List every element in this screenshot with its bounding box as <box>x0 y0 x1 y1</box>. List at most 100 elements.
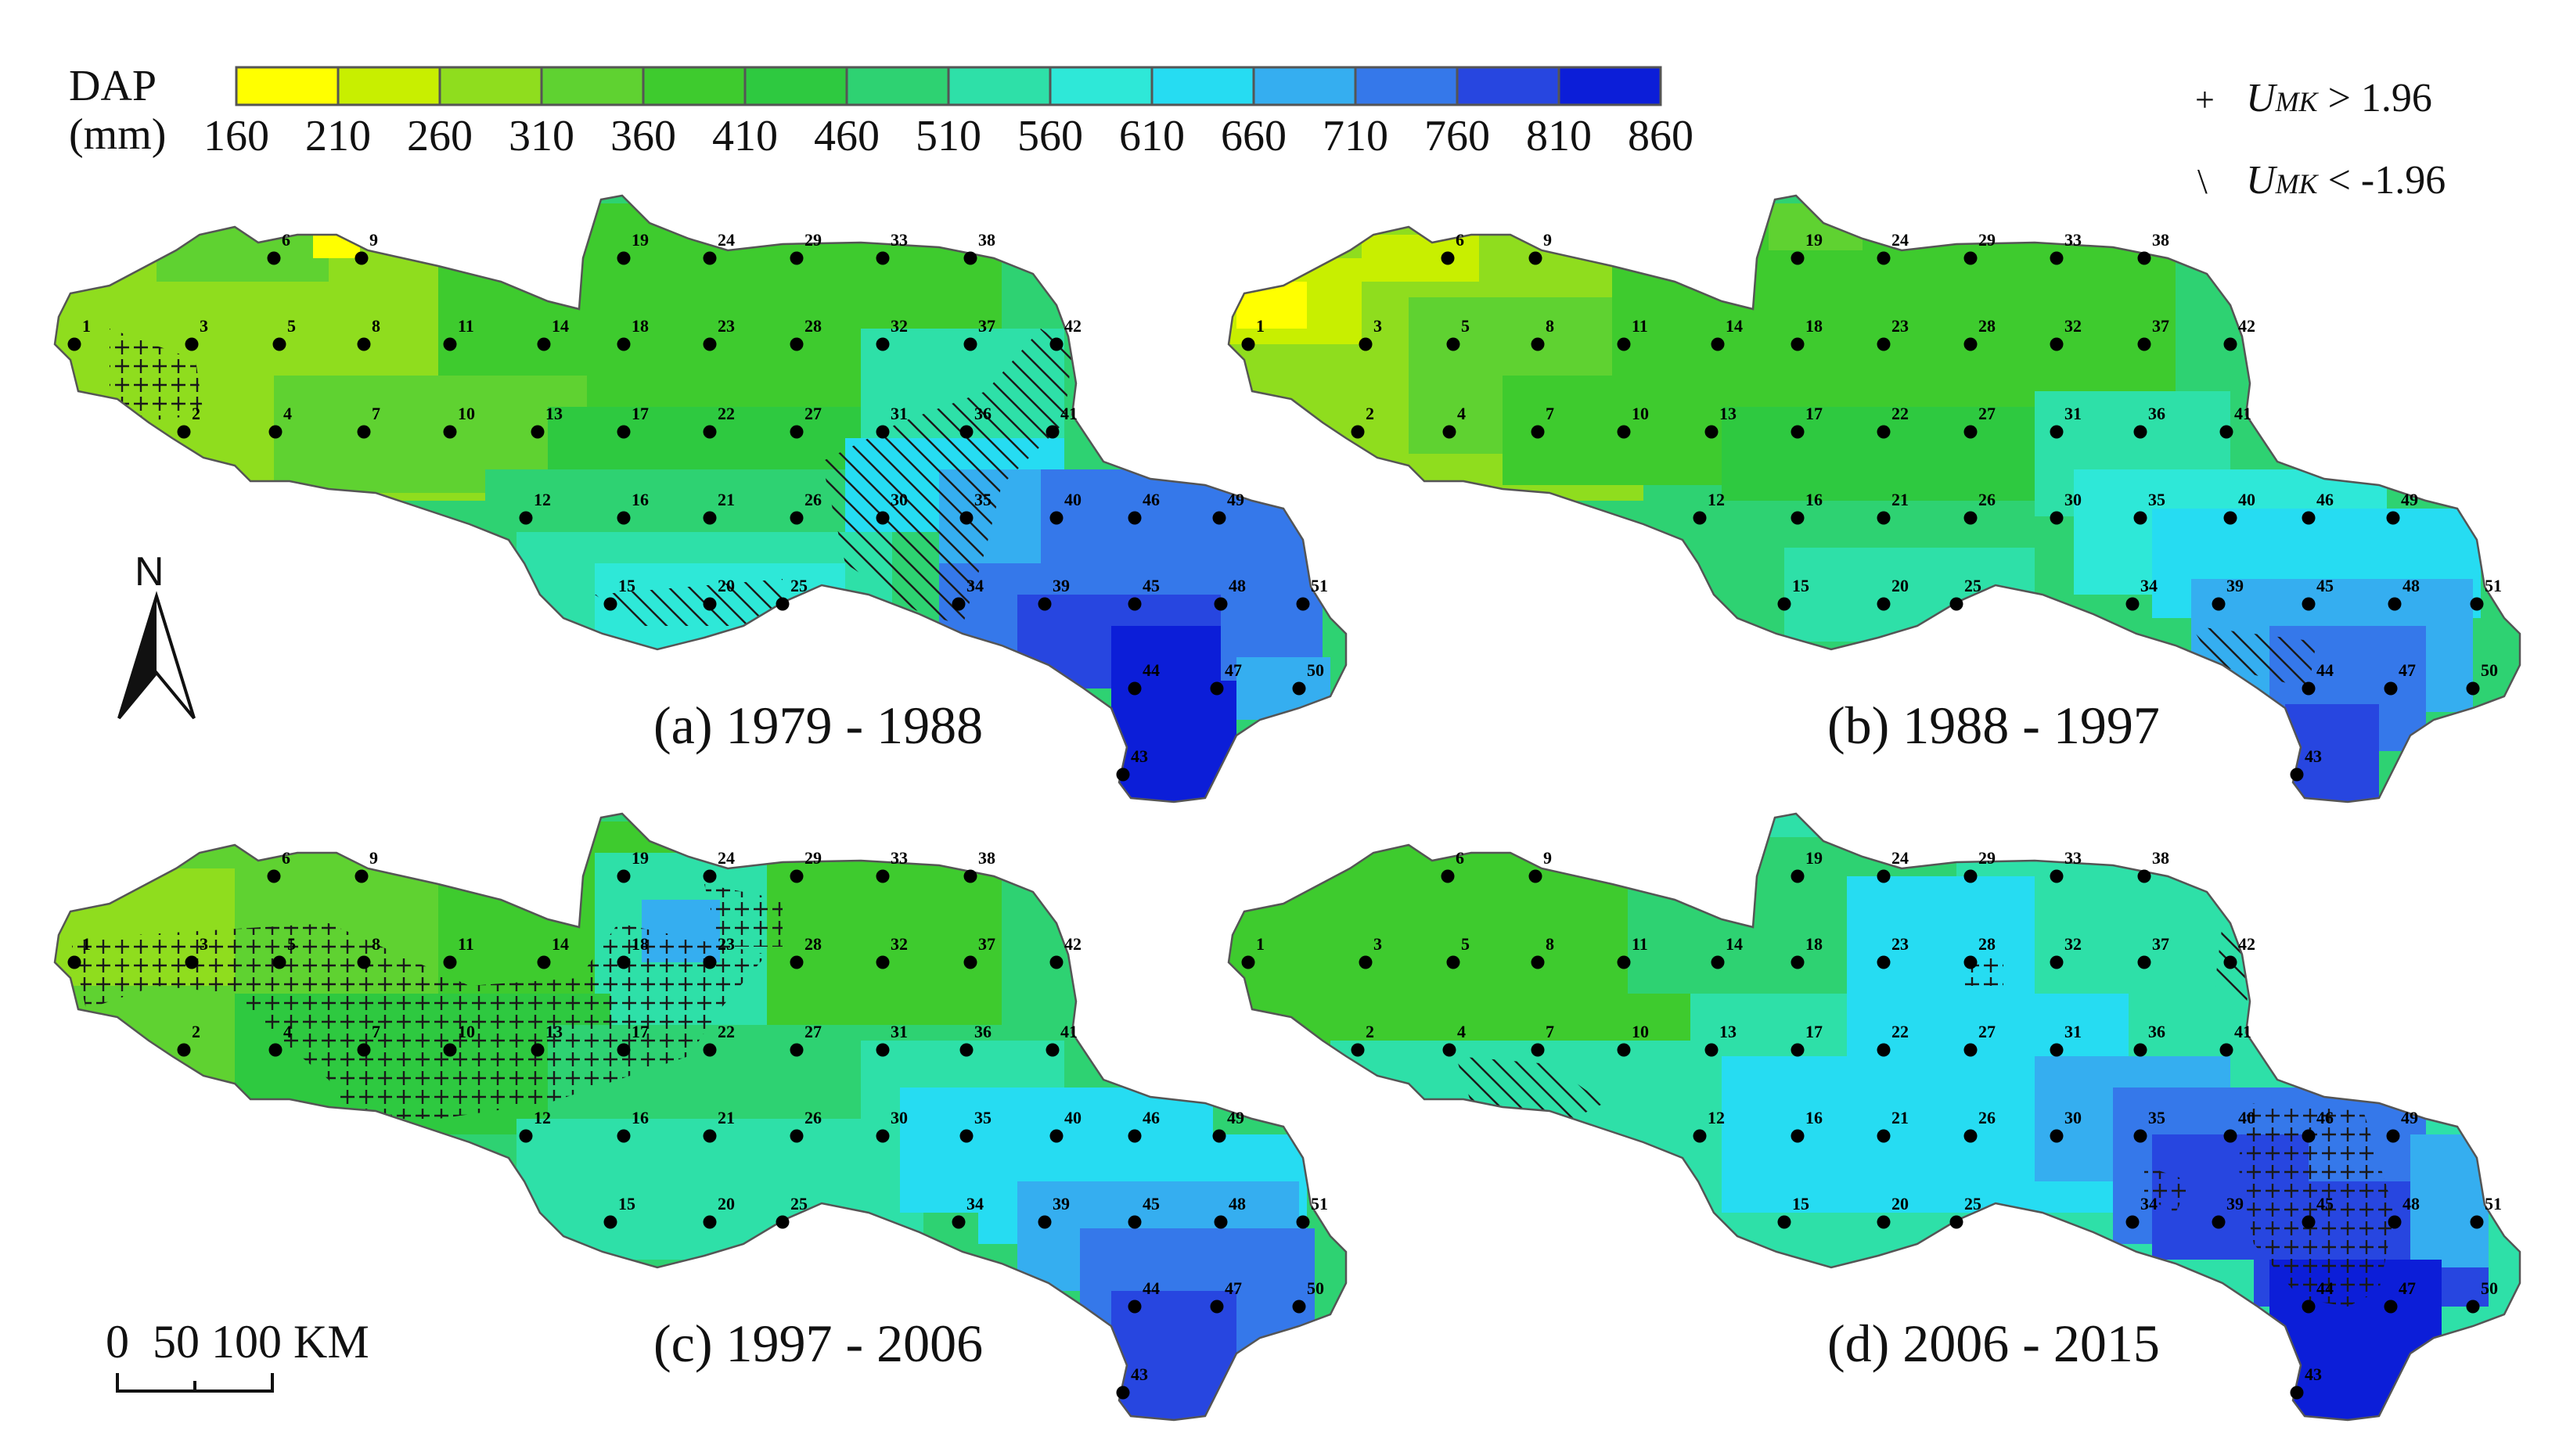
legend-box <box>1252 66 1357 106</box>
station-label: 23 <box>1891 316 1909 336</box>
station-label: 49 <box>2401 490 2418 509</box>
station-marker <box>519 511 533 525</box>
station-label: 14 <box>1726 316 1743 336</box>
station-marker <box>959 511 974 525</box>
station-label: 38 <box>2152 230 2169 250</box>
station-marker <box>1949 1215 1963 1229</box>
station-label: 20 <box>1891 1194 1909 1213</box>
station-marker <box>1241 955 1255 969</box>
station-label: 22 <box>718 404 735 423</box>
station-label: 41 <box>2234 1022 2251 1041</box>
decrease-significance-hatch <box>2191 626 2316 688</box>
station-marker <box>963 869 977 883</box>
station-label: 38 <box>978 848 995 868</box>
color-region <box>1229 837 1690 1072</box>
station-marker <box>1777 597 1791 611</box>
legend-tick: 660 <box>1221 112 1287 160</box>
station-label: 30 <box>2064 1108 2082 1127</box>
station-marker <box>1128 1300 1142 1314</box>
station-marker <box>1963 955 1978 969</box>
station-label: 13 <box>545 1022 563 1041</box>
station-marker <box>1446 337 1460 351</box>
station-label: 43 <box>1131 1364 1148 1384</box>
station-label: 38 <box>2152 848 2169 868</box>
station-label: 7 <box>372 1022 380 1041</box>
station-marker <box>1128 1129 1142 1143</box>
station-marker <box>1704 1043 1719 1057</box>
station-label: 21 <box>718 490 735 509</box>
station-label: 39 <box>2226 1194 2244 1213</box>
station-marker <box>1296 1215 1310 1229</box>
station-marker <box>1210 681 1224 696</box>
station-label: 46 <box>1143 1108 1160 1127</box>
station-label: 30 <box>2064 490 2082 509</box>
station-label: 13 <box>1719 404 1737 423</box>
legend-tick: 710 <box>1323 112 1388 160</box>
station-label: 10 <box>1632 1022 1649 1041</box>
station-label: 8 <box>1546 316 1554 336</box>
station-label: 44 <box>2316 660 2334 680</box>
station-label: 10 <box>458 404 475 423</box>
station-marker <box>2050 1043 2064 1057</box>
station-marker <box>2137 251 2151 265</box>
station-marker <box>603 597 617 611</box>
station-marker <box>959 1043 974 1057</box>
legend-tick: 360 <box>610 112 676 160</box>
color-region <box>1111 626 1236 802</box>
station-marker <box>1442 425 1456 439</box>
station-marker <box>2302 1215 2316 1229</box>
station-label: 48 <box>1229 1194 1246 1213</box>
station-label: 47 <box>1225 1278 1242 1298</box>
station-label: 9 <box>369 848 378 868</box>
station-marker <box>790 955 804 969</box>
station-label: 15 <box>1792 1194 1809 1213</box>
station-marker <box>2133 425 2147 439</box>
color-region <box>2410 1134 2489 1267</box>
station-marker <box>185 955 199 969</box>
station-marker <box>355 869 369 883</box>
station-label: 20 <box>718 1194 735 1213</box>
station-marker <box>703 1129 717 1143</box>
station-label: 27 <box>804 404 822 423</box>
station-label: 35 <box>2148 490 2165 509</box>
station-marker <box>876 869 890 883</box>
station-label: 25 <box>1964 576 1981 595</box>
station-marker <box>2050 425 2064 439</box>
station-label: 33 <box>2064 230 2082 250</box>
station-marker <box>1963 251 1978 265</box>
station-label: 12 <box>534 1108 551 1127</box>
station-label: 44 <box>1143 1278 1160 1298</box>
station-marker <box>1949 597 1963 611</box>
station-marker <box>2050 1129 2064 1143</box>
station-label: 28 <box>1978 934 1996 954</box>
station-label: 9 <box>1543 230 1552 250</box>
station-marker <box>1963 337 1978 351</box>
station-marker <box>776 1215 790 1229</box>
station-marker <box>790 869 804 883</box>
panel-title: (d) 2006 - 2015 <box>1827 1314 2160 1373</box>
station-marker <box>617 955 631 969</box>
station-label: 32 <box>891 316 908 336</box>
station-marker <box>1791 251 1805 265</box>
station-marker <box>1963 425 1978 439</box>
station-marker <box>2302 681 2316 696</box>
station-marker <box>1241 337 1255 351</box>
legend-box <box>1150 66 1255 106</box>
station-label: 26 <box>1978 1108 1996 1127</box>
station-label: 39 <box>1053 1194 1070 1213</box>
station-label: 14 <box>1726 934 1743 954</box>
color-region <box>188 235 305 282</box>
station-marker <box>519 1129 533 1143</box>
station-label: 18 <box>632 316 649 336</box>
station-label: 37 <box>2152 316 2169 336</box>
legend-box <box>235 66 340 106</box>
station-marker <box>876 1043 890 1057</box>
station-marker <box>537 337 551 351</box>
station-marker <box>617 1129 631 1143</box>
station-label: 18 <box>1805 316 1823 336</box>
station-marker <box>443 955 457 969</box>
station-label: 39 <box>2226 576 2244 595</box>
station-marker <box>2133 1129 2147 1143</box>
station-label: 11 <box>458 316 474 336</box>
legend-tick: 860 <box>1628 112 1693 160</box>
